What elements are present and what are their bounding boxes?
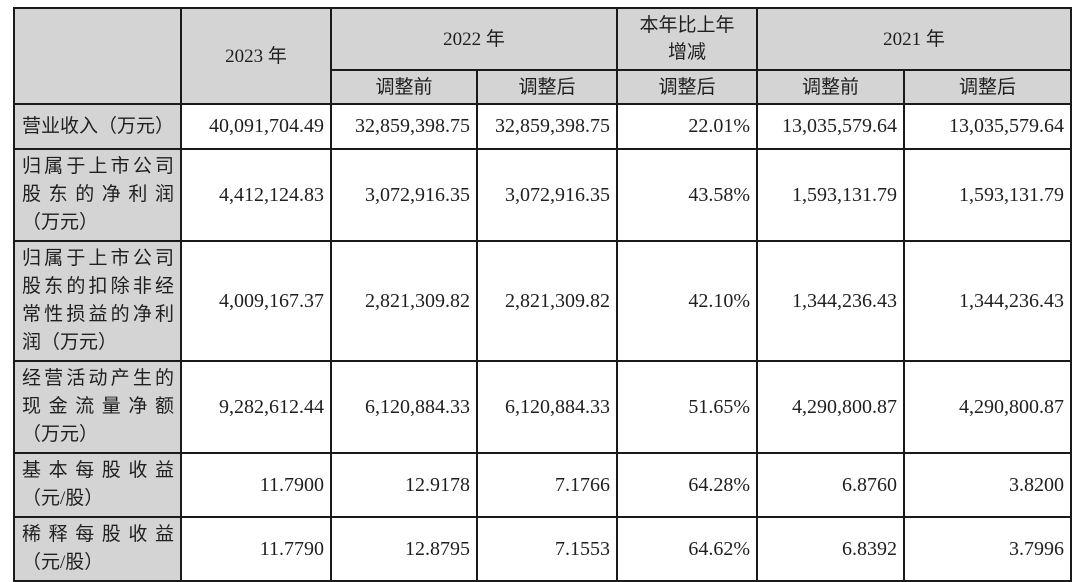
subcol-2022-pre-adjust: 调整前	[330, 69, 478, 105]
col-header-2023: 2023 年	[180, 7, 332, 105]
label-line: 现金流量净额	[22, 396, 174, 417]
header-row-years: 2023 年 2022 年 本年比上年增减 2021 年	[13, 7, 1073, 105]
subcol-change-post-adjust: 调整后	[616, 69, 759, 105]
net-profit-2023-value: 4,412,124.83	[180, 148, 332, 242]
diluted-eps-2023-value: 11.7790	[180, 516, 332, 582]
operating-cash-flow-yoy-change-value: 51.65%	[616, 360, 759, 454]
operating-cash-flow-2022-post-value: 6,120,884.33	[475, 360, 619, 454]
net-profit-label: 归属于上市公司 股东的净利润 （万元）	[13, 148, 182, 242]
operating-cash-flow-2022-pre-value: 6,120,884.33	[330, 360, 478, 454]
row-diluted-eps: 稀释每股收益 （元/股） 11.7790 12.8795 7.1553 64.62…	[13, 516, 1073, 582]
label-line: 常性损益的净利	[22, 304, 174, 325]
label-line: 经营活动产生的	[22, 368, 174, 389]
row-revenue: 营业收入（万元） 40,091,704.49 32,859,398.75 32,…	[13, 103, 1073, 150]
diluted-eps-yoy-change-value: 64.62%	[616, 516, 759, 582]
col-header-2022: 2022 年	[329, 7, 619, 71]
label-line: （元/股）	[22, 552, 104, 573]
basic-eps-label: 基本每股收益 （元/股）	[13, 452, 182, 518]
diluted-eps-label: 稀释每股收益 （元/股）	[13, 516, 182, 582]
operating-cash-flow-2021-post-value: 4,290,800.87	[903, 360, 1073, 454]
row-basic-eps: 基本每股收益 （元/股） 11.7900 12.9178 7.1766 64.28…	[13, 452, 1073, 518]
basic-eps-2022-pre-value: 12.9178	[330, 452, 478, 518]
label-line: 润（万元）	[22, 332, 118, 353]
revenue-2021-pre-value: 13,035,579.64	[756, 103, 906, 150]
row-operating-cash-flow: 经营活动产生的 现金流量净额 （万元） 9,282,612.44 6,120,884…	[13, 360, 1073, 454]
label-line: （万元）	[22, 424, 99, 445]
diluted-eps-2022-pre-value: 12.8795	[330, 516, 478, 582]
yoy-change-header-text: 本年比上年增减	[639, 15, 735, 63]
revenue-2023-value: 40,091,704.49	[180, 103, 332, 150]
header-row-adjust: 调整前 调整后 调整后 调整前 调整后	[14, 69, 1073, 105]
net-profit-excl-nonrecurring-2022-pre-value: 2,821,309.82	[330, 240, 478, 362]
label-line: 归属于上市公司	[22, 248, 174, 269]
col-header-yoy-change: 本年比上年增减	[616, 7, 759, 71]
net-profit-excl-nonrecurring-2023-value: 4,009,167.37	[180, 240, 332, 362]
revenue-2022-post-value: 32,859,398.75	[475, 103, 619, 150]
revenue-label: 营业收入（万元）	[13, 103, 182, 150]
corner-cell	[13, 7, 182, 105]
row-net-profit: 归属于上市公司 股东的净利润 （万元） 4,412,124.83 3,072,916…	[13, 148, 1073, 242]
basic-eps-2023-value: 11.7900	[180, 452, 332, 518]
net-profit-excl-nonrecurring-2021-pre-value: 1,344,236.43	[756, 240, 906, 362]
label-line: （元/股）	[22, 488, 104, 509]
label-line: 归属于上市公司	[22, 156, 174, 177]
subcol-2021-post-adjust: 调整后	[903, 69, 1073, 105]
row-net-profit-excl-nonrecurring: 归属于上市公司 股东的扣除非经 常性损益的净利 润（万元） 4,009,167.37 …	[13, 240, 1073, 362]
diluted-eps-2022-post-value: 7.1553	[475, 516, 619, 582]
diluted-eps-2021-pre-value: 6.8392	[756, 516, 906, 582]
label-line: 稀释每股收益	[22, 524, 174, 545]
net-profit-excl-nonrecurring-label: 归属于上市公司 股东的扣除非经 常性损益的净利 润（万元）	[13, 240, 182, 362]
subcol-2022-post-adjust: 调整后	[475, 69, 619, 105]
net-profit-excl-nonrecurring-2022-post-value: 2,821,309.82	[475, 240, 619, 362]
basic-eps-yoy-change-value: 64.28%	[616, 452, 759, 518]
subcol-2021-pre-adjust: 调整前	[756, 69, 906, 105]
net-profit-2021-post-value: 1,593,131.79	[903, 148, 1073, 242]
diluted-eps-2021-post-value: 3.7996	[903, 516, 1073, 582]
operating-cash-flow-label: 经营活动产生的 现金流量净额 （万元）	[13, 360, 182, 454]
net-profit-2022-pre-value: 3,072,916.35	[330, 148, 478, 242]
label-line: 营业收入（万元）	[22, 115, 175, 137]
net-profit-yoy-change-value: 43.58%	[616, 148, 759, 242]
net-profit-2021-pre-value: 1,593,131.79	[756, 148, 906, 242]
net-profit-2022-post-value: 3,072,916.35	[475, 148, 619, 242]
operating-cash-flow-2023-value: 9,282,612.44	[180, 360, 332, 454]
basic-eps-2021-pre-value: 6.8760	[756, 452, 906, 518]
financial-summary-sheet: 2023 年 2022 年 本年比上年增减 2021 年 调整前 调整后 调整后…	[13, 7, 1073, 582]
label-line: （万元）	[22, 212, 99, 233]
col-header-2021: 2021 年	[756, 7, 1073, 71]
operating-cash-flow-2021-pre-value: 4,290,800.87	[756, 360, 906, 454]
financial-results-table: 2023 年 2022 年 本年比上年增减 2021 年 调整前 调整后 调整后…	[13, 7, 1073, 582]
revenue-2022-pre-value: 32,859,398.75	[330, 103, 478, 150]
basic-eps-2021-post-value: 3.8200	[903, 452, 1073, 518]
net-profit-excl-nonrecurring-yoy-change-value: 42.10%	[616, 240, 759, 362]
revenue-yoy-change-value: 22.01%	[616, 103, 759, 150]
net-profit-excl-nonrecurring-2021-post-value: 1,344,236.43	[903, 240, 1073, 362]
basic-eps-2022-post-value: 7.1766	[475, 452, 619, 518]
revenue-2021-post-value: 13,035,579.64	[903, 103, 1073, 150]
label-line: 基本每股收益	[22, 460, 174, 481]
label-line: 股东的净利润	[22, 184, 174, 205]
label-line: 股东的扣除非经	[22, 276, 174, 297]
